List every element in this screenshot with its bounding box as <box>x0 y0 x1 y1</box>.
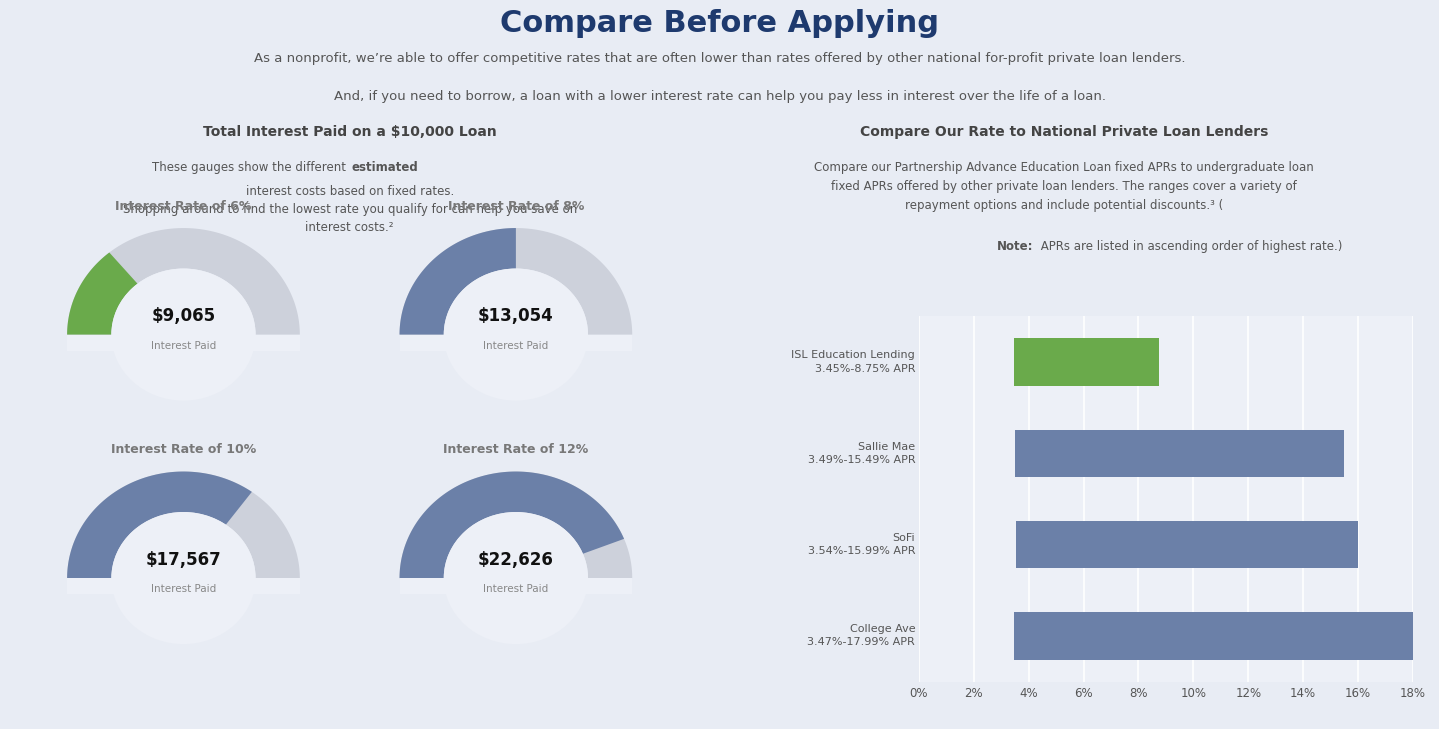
Text: SoFi
3.54%-15.99% APR: SoFi 3.54%-15.99% APR <box>807 533 915 556</box>
Text: Compare Before Applying: Compare Before Applying <box>499 9 940 38</box>
Bar <box>1016 521 1358 569</box>
Polygon shape <box>400 228 632 335</box>
Bar <box>1014 612 1413 660</box>
Bar <box>1014 429 1344 477</box>
Text: APRs are listed in ascending order of highest rate.): APRs are listed in ascending order of hi… <box>1036 241 1343 253</box>
Text: Interest Paid: Interest Paid <box>484 340 548 351</box>
Polygon shape <box>68 252 138 335</box>
Text: estimated: estimated <box>351 161 417 174</box>
Text: Interest Rate of 6%: Interest Rate of 6% <box>115 200 252 213</box>
Circle shape <box>111 268 256 401</box>
Text: Interest Rate of 12%: Interest Rate of 12% <box>443 443 589 456</box>
Text: College Ave
3.47%-17.99% APR: College Ave 3.47%-17.99% APR <box>807 624 915 647</box>
Polygon shape <box>68 228 299 335</box>
Text: Note:: Note: <box>997 241 1033 253</box>
Text: Interest Rate of 8%: Interest Rate of 8% <box>448 200 584 213</box>
Polygon shape <box>68 578 299 594</box>
Text: Interest Paid: Interest Paid <box>151 584 216 594</box>
Circle shape <box>443 512 589 644</box>
Polygon shape <box>68 335 299 351</box>
Polygon shape <box>400 335 632 351</box>
Text: $22,626: $22,626 <box>478 551 554 569</box>
Text: These gauges show the different: These gauges show the different <box>153 161 350 174</box>
Bar <box>1013 338 1158 386</box>
Polygon shape <box>400 472 625 578</box>
Text: $9,065: $9,065 <box>151 308 216 325</box>
Circle shape <box>443 268 589 401</box>
Text: $17,567: $17,567 <box>145 551 222 569</box>
Polygon shape <box>400 228 515 335</box>
Text: Compare Our Rate to National Private Loan Lenders: Compare Our Rate to National Private Loa… <box>861 125 1268 139</box>
Circle shape <box>111 512 256 644</box>
Text: Interest Rate of 10%: Interest Rate of 10% <box>111 443 256 456</box>
Text: ISL Education Lending
3.45%-8.75% APR: ISL Education Lending 3.45%-8.75% APR <box>791 351 915 373</box>
Text: Interest Paid: Interest Paid <box>484 584 548 594</box>
Polygon shape <box>68 472 252 578</box>
Text: Compare our Partnership Advance Education Loan fixed APRs to undergraduate loan
: Compare our Partnership Advance Educatio… <box>814 161 1314 212</box>
Polygon shape <box>68 472 299 578</box>
Text: Total Interest Paid on a $10,000 Loan: Total Interest Paid on a $10,000 Loan <box>203 125 496 139</box>
Text: And, if you need to borrow, a loan with a lower interest rate can help you pay l: And, if you need to borrow, a loan with … <box>334 90 1105 103</box>
Text: $13,054: $13,054 <box>478 308 554 325</box>
Polygon shape <box>400 578 632 594</box>
Polygon shape <box>400 472 632 578</box>
Text: Sallie Mae
3.49%-15.49% APR: Sallie Mae 3.49%-15.49% APR <box>807 442 915 465</box>
Text: interest costs based on fixed rates.
Shopping around to find the lowest rate you: interest costs based on fixed rates. Sho… <box>122 185 577 235</box>
Text: As a nonprofit, we’re able to offer competitive rates that are often lower than : As a nonprofit, we’re able to offer comp… <box>253 52 1186 66</box>
Text: Interest Paid: Interest Paid <box>151 340 216 351</box>
